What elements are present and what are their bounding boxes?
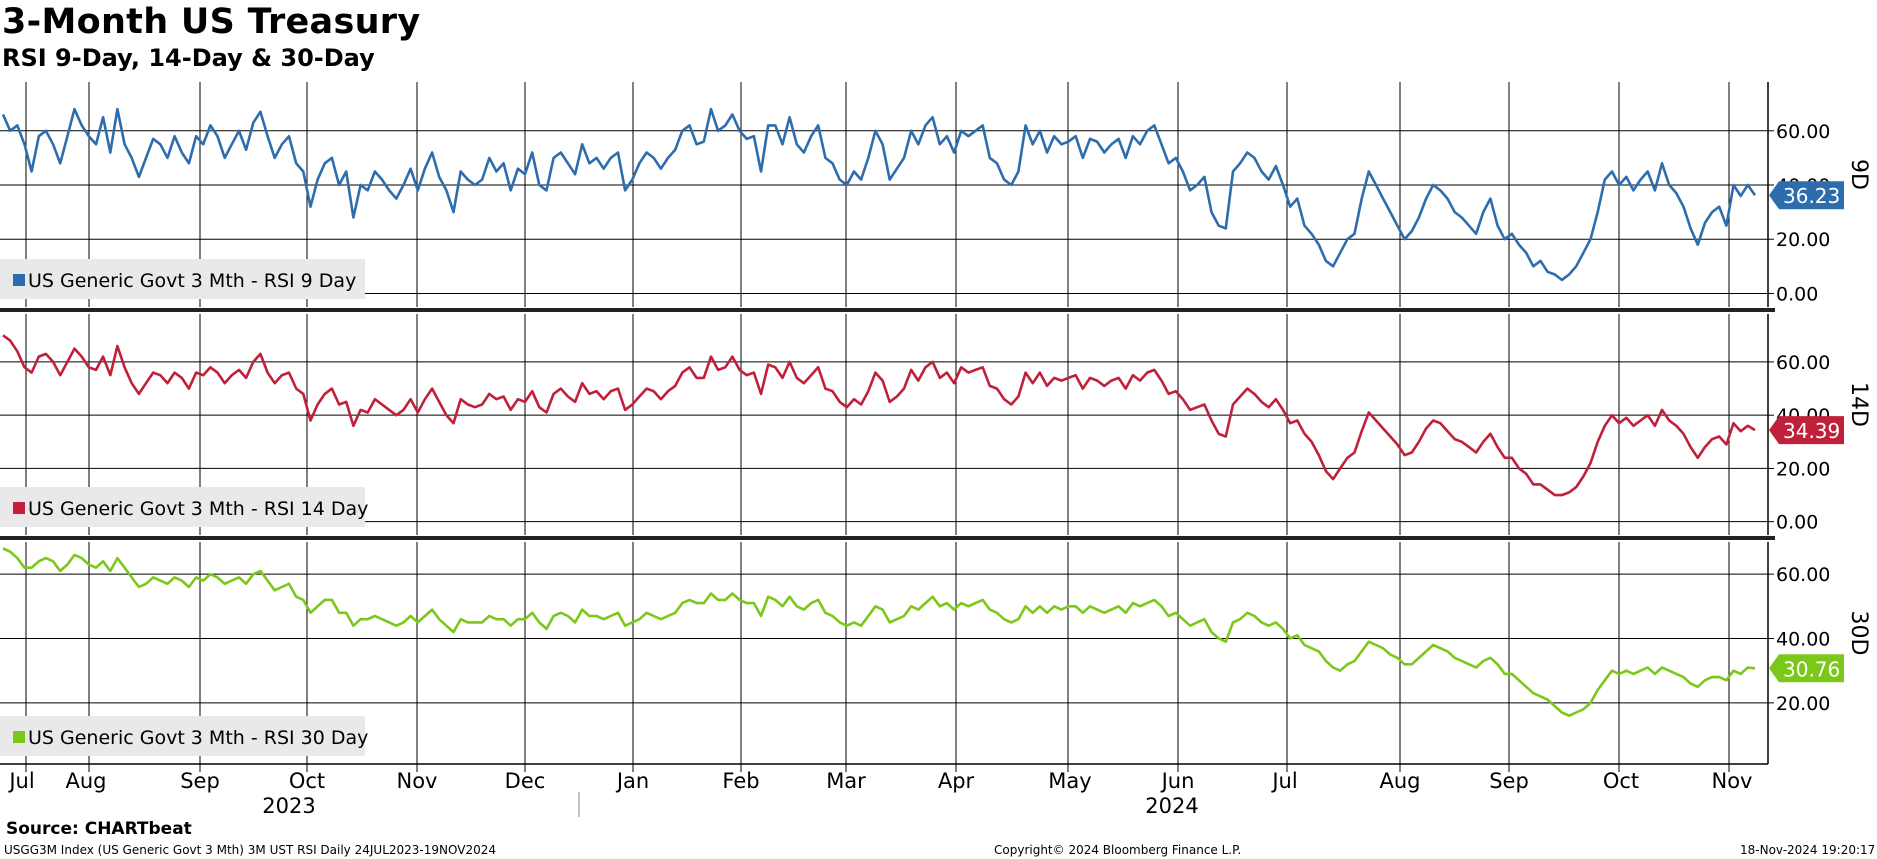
y-tick-label: 0.00 [1776, 512, 1818, 534]
ticker-note: USGG3M Index (US Generic Govt 3 Mth) 3M … [4, 843, 496, 857]
rsi9-series-line [1, 107, 1757, 282]
source-note: Source: CHARTbeat [6, 819, 192, 839]
x-month-label: Oct [1603, 769, 1639, 793]
x-month-label: Sep [1489, 769, 1529, 793]
timestamp-note: 18-Nov-2024 19:20:17 [1740, 843, 1876, 857]
panel-separator [0, 536, 1775, 540]
x-month-label: Apr [938, 769, 975, 793]
rsi9-last-value-tag [1769, 181, 1844, 210]
x-month-label: Mar [826, 769, 866, 793]
panel-separator [0, 308, 1775, 312]
x-month-label: Nov [1712, 769, 1753, 793]
rsi30-series-line [2, 547, 1756, 718]
x-year-label: 2024 [1145, 794, 1198, 818]
x-month-label: Feb [722, 769, 759, 793]
y-tick-label: 0.00 [1776, 283, 1818, 305]
rsi14-last-value-tag [1769, 416, 1844, 445]
rsi30-legend-swatch [13, 731, 25, 743]
x-month-label: Oct [289, 769, 325, 793]
x-month-label: Jul [1270, 769, 1297, 793]
rsi14-last-value-label: 34.39 [1783, 419, 1840, 443]
rsi14-series-line [2, 334, 1756, 497]
chart-subtitle: RSI 9-Day, 14-Day & 30-Day [2, 44, 375, 72]
y-tick-label: 20.00 [1776, 458, 1830, 480]
rsi30-last-value-label: 30.76 [1783, 657, 1840, 681]
rsi30-legend-text: US Generic Govt 3 Mth - RSI 30 Day [28, 727, 368, 749]
rsi14-legend-box [0, 487, 365, 527]
rsi9-legend-text: US Generic Govt 3 Mth - RSI 9 Day [28, 270, 356, 292]
x-month-label: May [1048, 769, 1091, 793]
x-month-label: Jul [7, 769, 34, 793]
x-month-label: Jun [1160, 769, 1195, 793]
rsi30-last-value-tag [1769, 654, 1844, 683]
x-month-label: Sep [180, 769, 220, 793]
x-month-label: Nov [397, 769, 438, 793]
rsi14-legend-swatch [13, 502, 25, 514]
rsi9-legend-box [0, 259, 365, 299]
x-month-label: Dec [505, 769, 546, 793]
rsi30-legend-box [0, 716, 365, 756]
y-tick-label: 20.00 [1776, 229, 1830, 251]
y-tick-label: 60.00 [1776, 564, 1830, 586]
rsi14-axis-label: 14D [1846, 382, 1871, 427]
rsi30-axis-label: 30D [1846, 611, 1871, 656]
copyright-note: Copyright© 2024 Bloomberg Finance L.P. [994, 843, 1242, 857]
y-tick-label: 20.00 [1776, 693, 1830, 715]
y-tick-label: 60.00 [1776, 352, 1830, 374]
x-month-label: Aug [1379, 769, 1420, 793]
x-month-label: Aug [65, 769, 106, 793]
rsi9-axis-label: 9D [1846, 159, 1871, 190]
x-month-label: Jan [615, 769, 649, 793]
y-tick-label: 40.00 [1776, 629, 1830, 651]
y-tick-label: 60.00 [1776, 121, 1830, 143]
rsi9-last-value-label: 36.23 [1783, 184, 1840, 208]
chart-title: 3-Month US Treasury [2, 2, 421, 42]
rsi14-legend-text: US Generic Govt 3 Mth - RSI 14 Day [28, 498, 368, 520]
rsi9-legend-swatch [13, 274, 25, 286]
x-year-label: 2023 [262, 794, 315, 818]
